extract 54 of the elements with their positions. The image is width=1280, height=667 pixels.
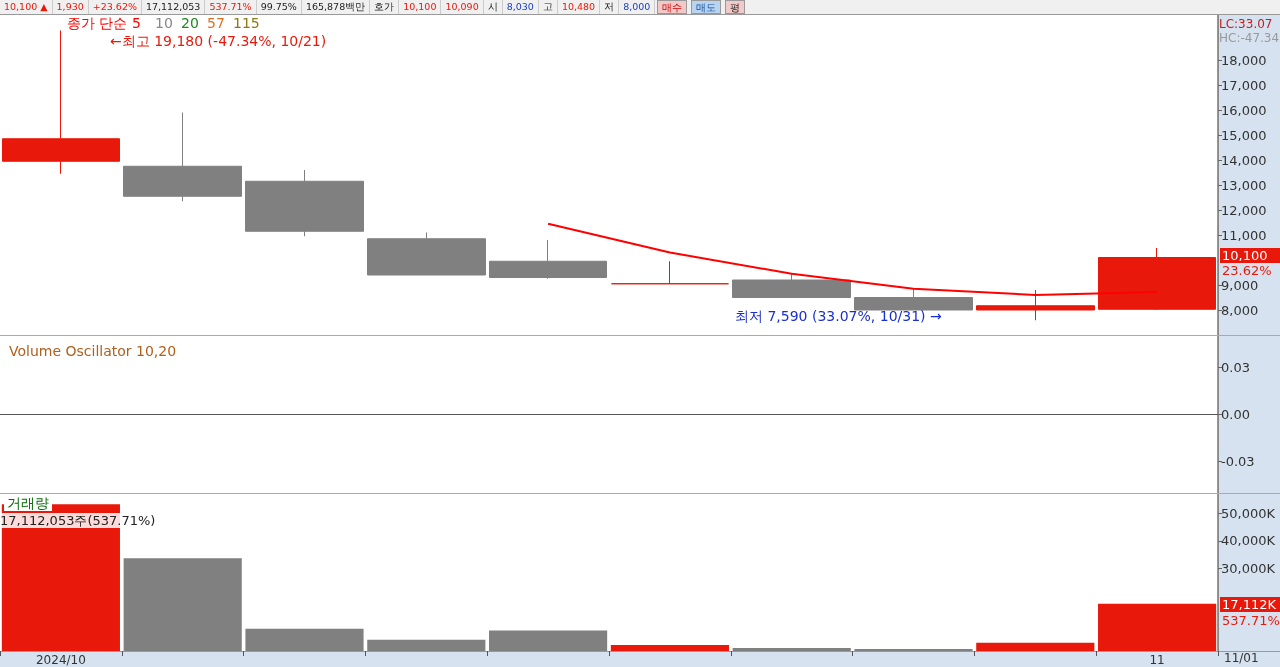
text: 10,100 [399,0,442,14]
annotation: 57 [207,15,225,31]
y-tick-label: 12,000 [1221,202,1267,218]
text: 시 [483,0,503,14]
y-tick-label: 13,000 [1221,177,1267,193]
text: 10,090 [441,0,484,14]
annotation: HC:-47.34 [1219,31,1280,46]
text: 매수 [657,0,688,14]
y-tick-label: 16,000 [1221,102,1267,118]
text: Volume Oscillator 10,20 [9,343,177,359]
chart-title: 거래량 [7,495,49,511]
annotation: ←최고 19,180 (-47.34%, 10/21) [110,33,327,49]
x-tick-label: 11 [1149,653,1165,667]
y-tick-label: 14,000 [1221,152,1267,168]
annotation: 115 [233,15,260,31]
text: 8,000 [619,0,656,14]
y-tick-label: 11,000 [1221,227,1267,243]
y-tick-label: 0.00 [1221,407,1250,422]
y-tick-label: 17,000 [1221,77,1267,93]
text: 저 [600,0,620,14]
text: 8,030 [502,0,539,14]
annotation: 11/01 [1224,651,1259,666]
text: 1,930 [52,0,89,14]
y-tick-label: 30,000K [1221,560,1276,576]
text: 10,480 [557,0,601,14]
annotation: 17,112,053주(537.71%) [0,513,156,528]
text: 매도 [691,0,722,14]
text: 17,112,053 [141,0,206,14]
y-tick-label: 40,000K [1221,533,1276,549]
text: 165,878백만 [301,0,371,14]
annotation: 10,100 [1220,248,1280,263]
y-tick-label: 50,000K [1221,505,1276,521]
annotation: 17,112K [1220,597,1280,612]
text: 10,100 ▲ [0,0,53,14]
y-tick-label: 18,000 [1221,52,1267,68]
text: +23.62% [88,0,142,14]
text: 종가 단순 5 [67,15,141,31]
y-tick-label: 0.03 [1221,359,1250,375]
text: 고 [538,0,558,14]
text: 평 [725,0,746,14]
y-tick-label: 8,000 [1221,302,1259,318]
y-tick-label: -0.03 [1221,454,1255,470]
y-tick-label: 9,000 [1221,277,1259,293]
text: 537.71% [205,0,257,14]
annotation: LC:33.07 [1219,17,1273,32]
annotation: 20 [181,15,199,31]
annotation: 10 [155,15,173,31]
text: 호가 [370,0,400,14]
text: 99.75% [256,0,302,14]
annotation: 23.62% [1222,263,1272,278]
y-tick-label: 15,000 [1221,127,1267,143]
annotation: 537.71% [1222,613,1280,628]
x-tick-label: 2024/10 [35,653,86,667]
annotation: 최저 7,590 (33.07%, 10/31) → [735,308,942,324]
